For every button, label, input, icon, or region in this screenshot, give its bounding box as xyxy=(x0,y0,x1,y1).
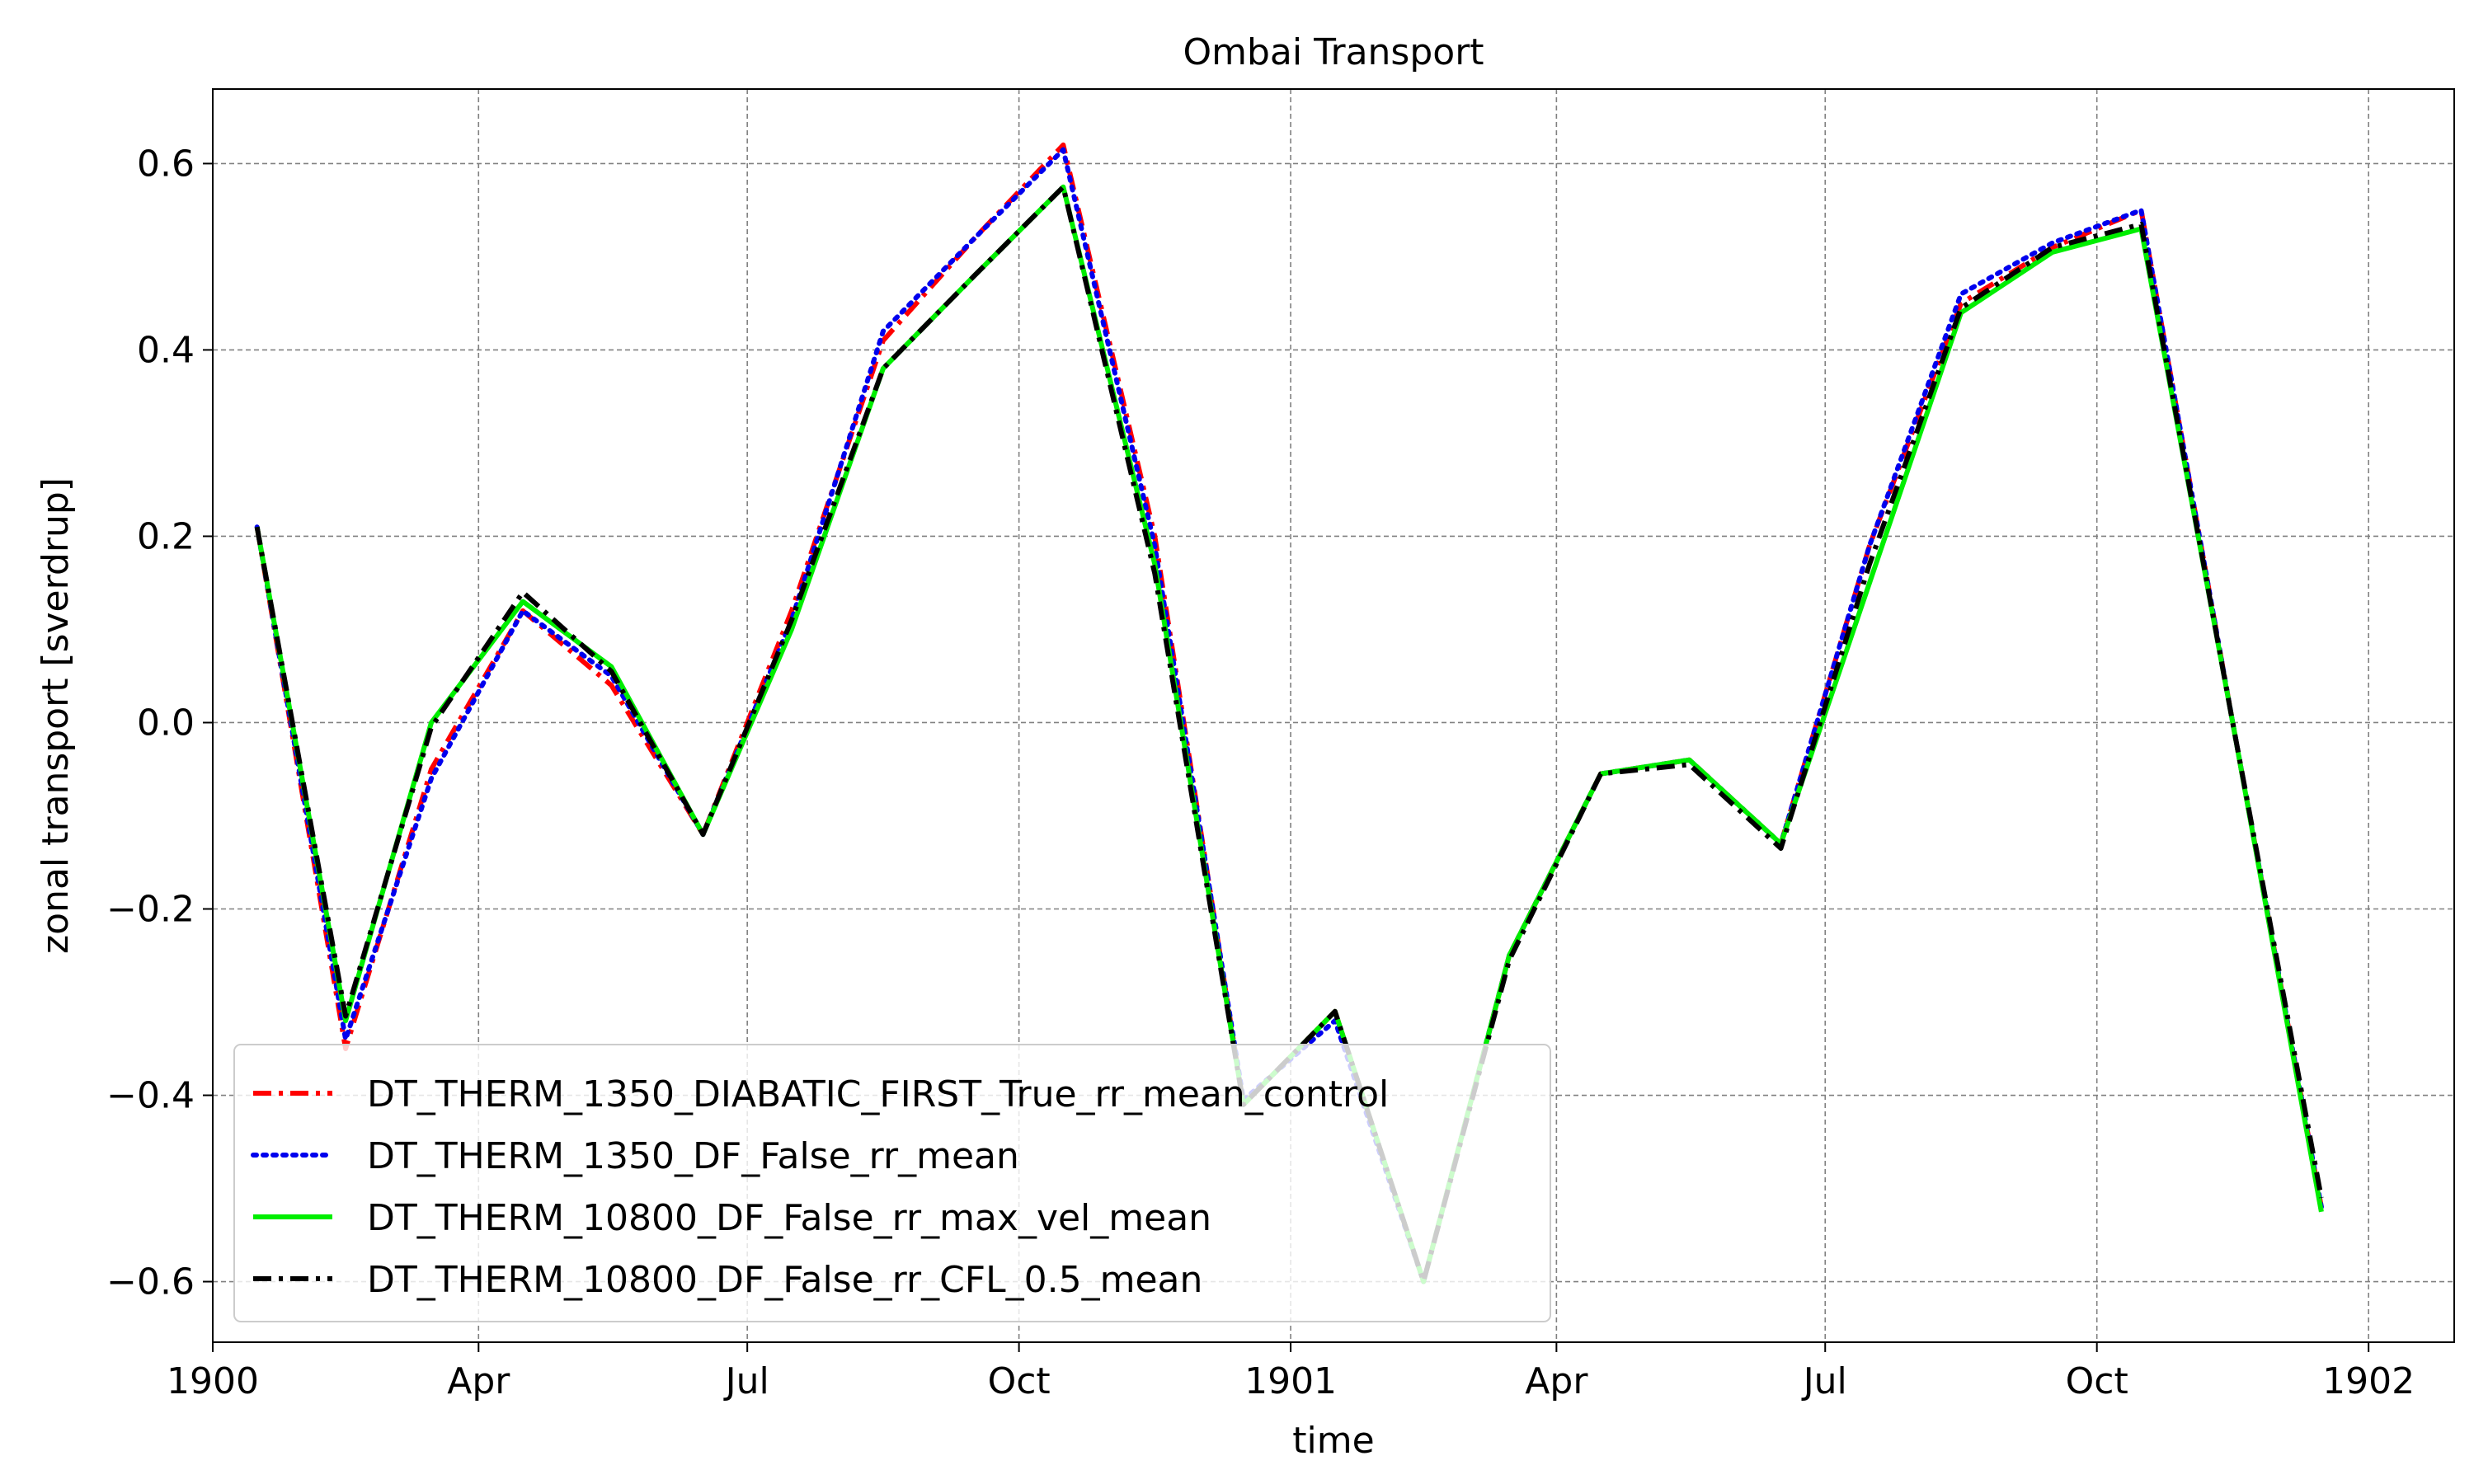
plot-frame xyxy=(212,88,2455,1343)
x-tick-label: 1902 xyxy=(2322,1360,2415,1402)
x-tick-label: Oct xyxy=(988,1360,1051,1402)
x-tick-label: Apr xyxy=(447,1360,510,1402)
x-tick-label: Apr xyxy=(1525,1360,1588,1402)
legend-label-3: DT_THERM_10800_DF_False_rr_CFL_0.5_mean xyxy=(367,1259,1202,1301)
legend-label-2: DT_THERM_10800_DF_False_rr_max_vel_mean xyxy=(367,1197,1211,1239)
y-tick-label: −0.2 xyxy=(106,888,195,930)
y-tick-label: 0.0 xyxy=(137,702,195,744)
legend-box xyxy=(233,1044,1551,1322)
y-tick-label: 0.6 xyxy=(137,143,195,185)
y-tick-label: 0.4 xyxy=(137,329,195,371)
legend-label-1: DT_THERM_1350_DF_False_rr_mean xyxy=(367,1135,1019,1177)
y-tick-label: −0.4 xyxy=(106,1075,195,1117)
y-tick-label: 0.2 xyxy=(137,515,195,557)
legend: DT_THERM_1350_DIABATIC_FIRST_True_rr_mea… xyxy=(233,1044,1551,1322)
x-axis-label: time xyxy=(1292,1420,1374,1462)
ticks: 1900 Apr Jul Oct 1901 Apr Jul Oct 1902 −0.6 −0.4 −0… xyxy=(106,143,2415,1402)
x-tick-label: Jul xyxy=(723,1360,769,1402)
x-tick-label: Jul xyxy=(1801,1360,1847,1402)
y-axis-label: zonal transport [sverdrup] xyxy=(35,477,77,954)
x-tick-label: 1901 xyxy=(1244,1360,1337,1402)
legend-label-0: DT_THERM_1350_DIABATIC_FIRST_True_rr_mea… xyxy=(367,1073,1389,1115)
chart-title: Ombai Transport xyxy=(1183,31,1484,73)
x-tick-label: Oct xyxy=(2066,1360,2128,1402)
y-tick-label: −0.6 xyxy=(106,1261,195,1303)
series-line-3 xyxy=(254,184,2324,1284)
x-tick-label: 1900 xyxy=(167,1360,259,1402)
